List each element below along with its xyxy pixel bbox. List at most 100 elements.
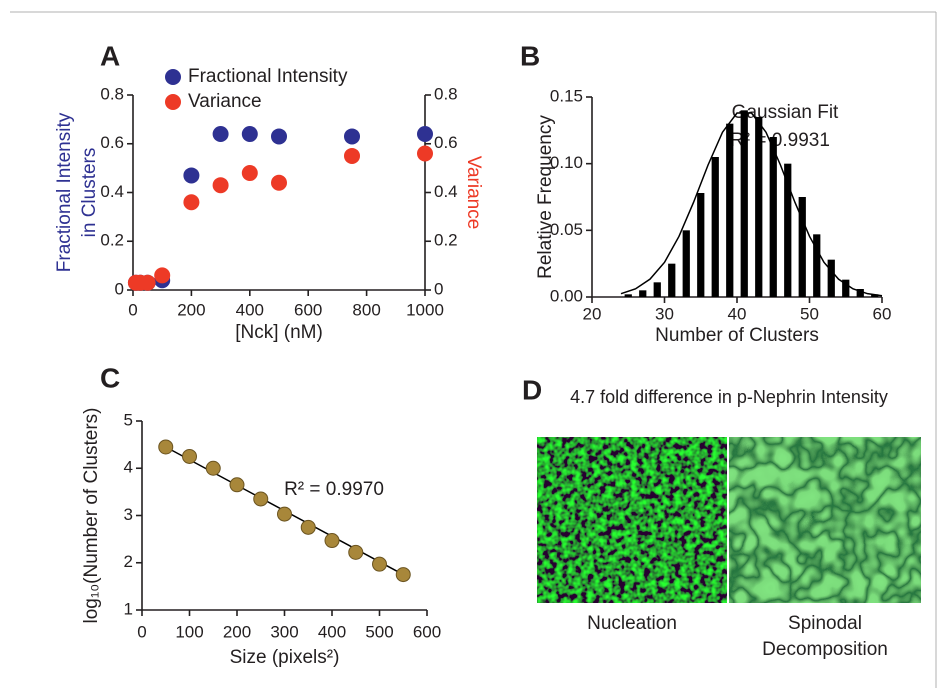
legend-marker (165, 69, 181, 85)
bar (769, 137, 777, 297)
x-tick-label: 50 (800, 304, 819, 323)
x-tick-label: 400 (318, 622, 346, 641)
bar (798, 197, 806, 297)
point (271, 128, 287, 145)
x-tick-label: 200 (223, 622, 251, 641)
point (212, 126, 229, 142)
x-tick-label: 600 (294, 300, 322, 319)
y2-tick-label: 0.2 (434, 231, 458, 250)
y-axis-label: in Clusters (79, 148, 100, 238)
x-tick-label: 0 (137, 622, 146, 641)
y-tick-label: 5 (124, 410, 133, 429)
y-tick-label: 0.8 (100, 84, 124, 103)
point (139, 274, 156, 291)
bar (668, 263, 676, 297)
x-tick-label: 400 (236, 300, 264, 319)
bar (856, 289, 864, 297)
y2-tick-label: 0.4 (434, 182, 458, 201)
y-tick-label: 0.15 (550, 86, 583, 105)
bar (784, 163, 792, 297)
panel-title: 4.7 fold difference in p-Nephrin Intensi… (570, 387, 888, 407)
bar (711, 157, 719, 297)
bar (653, 282, 661, 297)
legend-marker (165, 94, 181, 110)
point (253, 491, 269, 507)
point (277, 506, 292, 522)
annotation: R² = 0.9970 (284, 479, 384, 500)
legend-label: Fractional Intensity (188, 66, 348, 87)
point (183, 194, 200, 211)
point (300, 519, 316, 535)
point (183, 167, 200, 184)
x-tick-label: 500 (365, 622, 393, 641)
x-tick-label: 600 (413, 622, 441, 641)
fit-line (620, 112, 883, 297)
bar (682, 230, 690, 297)
bar (871, 294, 879, 297)
y-tick-label: 0.4 (100, 182, 124, 201)
point (372, 556, 387, 572)
y-axis-label: log₁₀(Number of Clusters) (81, 408, 102, 624)
x-tick-label: 300 (270, 622, 298, 641)
y-tick-label: 0.05 (550, 220, 583, 239)
y-tick-label: 0 (115, 279, 124, 298)
panel-label: B (520, 40, 540, 71)
y2-axis-label: Variance (463, 156, 484, 230)
x-tick-label: 1000 (406, 300, 444, 319)
y-tick-label: 0.00 (550, 286, 583, 305)
y2-tick-label: 0.8 (434, 84, 458, 103)
y-tick-label: 0.6 (100, 133, 124, 152)
y-tick-label: 4 (124, 458, 133, 477)
point (395, 567, 411, 583)
point (154, 267, 171, 284)
y2-tick-label: 0.6 (434, 133, 458, 152)
panel-label: A (100, 40, 120, 71)
point (344, 147, 360, 164)
image-caption: Nucleation (587, 613, 677, 634)
bar (624, 294, 632, 297)
image-caption: Decomposition (762, 639, 888, 660)
point (182, 448, 197, 464)
image-caption: Spinodal (788, 613, 862, 634)
point (271, 174, 287, 191)
x-tick-label: 60 (873, 304, 892, 323)
point (417, 126, 433, 142)
point (229, 477, 245, 493)
bar (726, 123, 734, 298)
y-tick-label: 3 (124, 505, 133, 524)
point (212, 177, 229, 194)
y-tick-label: 2 (124, 552, 133, 571)
panel-label: D (522, 374, 542, 405)
bar (827, 259, 835, 297)
bar (842, 279, 850, 297)
bar (755, 117, 763, 297)
point (348, 544, 364, 560)
point (241, 165, 258, 181)
x-tick-label: 20 (583, 304, 602, 323)
point (205, 460, 221, 476)
legend-label: Variance (188, 91, 262, 112)
y-tick-label: 1 (124, 599, 133, 618)
x-tick-label: 100 (175, 622, 203, 641)
y-tick-label: 0.2 (100, 231, 124, 250)
panel-label: C (100, 362, 120, 393)
y2-tick-label: 0 (434, 279, 443, 298)
nucleation-image (537, 437, 727, 603)
x-axis-label: [Nck] (nM) (235, 322, 323, 343)
y-axis-label: Relative Frequency (535, 115, 556, 279)
point (417, 145, 433, 162)
spinodal-image (729, 437, 921, 603)
x-axis-label: Size (pixels²) (230, 647, 340, 668)
x-tick-label: 30 (655, 304, 674, 323)
y-axis-label: Fractional Intensity (54, 112, 75, 272)
x-tick-label: 800 (352, 300, 380, 319)
annotation: R² = 0.9931 (730, 130, 830, 151)
point (158, 439, 174, 455)
bar (639, 290, 647, 297)
x-tick-label: 200 (177, 300, 205, 319)
x-tick-label: 0 (128, 300, 137, 319)
x-tick-label: 40 (728, 304, 747, 323)
point (324, 533, 340, 549)
y-tick-label: 0.10 (550, 153, 583, 172)
